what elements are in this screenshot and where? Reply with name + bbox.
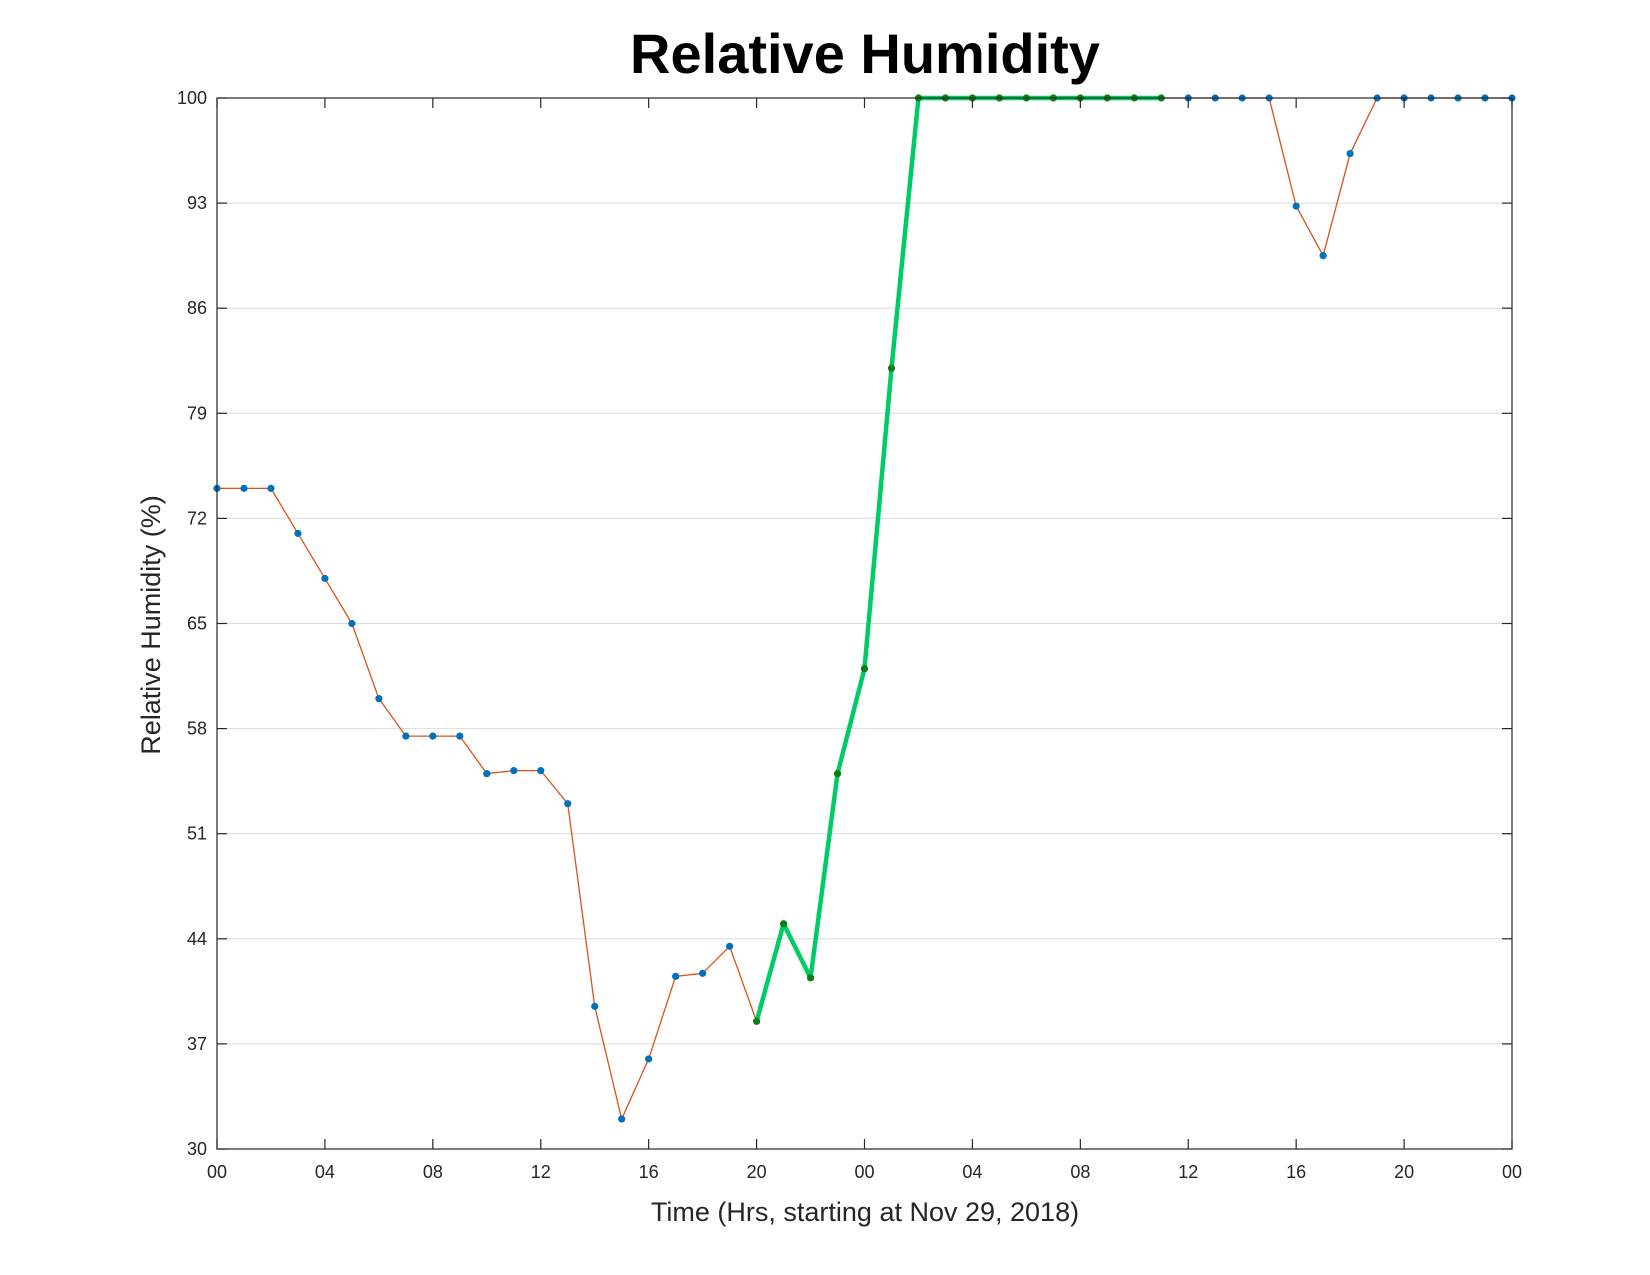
x-tick-labels: 00 04 08 12 16 20 00 04 08 12 16 20 00 [207,1162,1522,1182]
highlighted-data-point [860,664,869,673]
y-tick-label: 58 [187,719,207,739]
data-point [726,942,734,950]
data-point [1292,202,1300,210]
humidity-series-line [217,97,1512,1120]
x-tick-label: 00 [1502,1162,1522,1182]
y-tick-label: 79 [187,403,207,423]
x-tick-label: 16 [639,1162,659,1182]
y-tick-label: 30 [187,1139,207,1159]
highlight-layer [754,95,1162,1022]
x-tick-label: 00 [854,1162,874,1182]
series-layer [217,97,1512,1120]
grid-lines [217,97,1512,1045]
x-tick-label: 20 [1394,1162,1414,1182]
data-point [483,770,491,778]
x-tick-label: 20 [747,1162,767,1182]
data-point [537,767,545,775]
x-tick-label: 04 [315,1162,335,1182]
x-tick-label: 16 [1286,1162,1306,1182]
x-tick-label: 12 [531,1162,551,1182]
axis-ticks [216,97,1513,1150]
data-point [402,732,410,740]
data-point [240,484,248,492]
data-point [456,732,464,740]
data-point [321,574,329,583]
x-tick-label: 08 [423,1162,443,1182]
data-point [591,1002,599,1010]
x-axis-label: Time (Hrs, starting at Nov 29, 2018) [651,1197,1079,1227]
x-tick-label: 12 [1178,1162,1198,1182]
y-tick-label: 44 [187,929,207,949]
y-tick-label: 93 [187,193,207,213]
y-tick-label: 72 [187,508,207,528]
y-tick-labels: 30 37 44 51 58 65 72 79 86 93 100 [177,88,207,1159]
x-tick-label: 08 [1070,1162,1090,1182]
data-point [564,800,572,808]
y-tick-label: 100 [177,88,207,108]
data-point [618,1115,626,1123]
y-axis-label: Relative Humidity (%) [136,495,166,755]
data-point [1346,149,1354,158]
chart-title: Relative Humidity [630,22,1100,85]
data-markers [213,94,1516,1123]
highlighted-data-point [806,974,815,982]
data-point [348,619,356,628]
x-tick-label: 00 [207,1162,227,1182]
data-point [267,484,275,492]
data-point [699,969,707,977]
data-point [645,1055,653,1063]
highlighted-data-point [887,364,896,372]
data-point [1319,252,1327,260]
highlighted-series-segment [754,95,1162,1022]
y-tick-label: 86 [187,298,207,318]
y-tick-label: 65 [187,614,207,634]
x-tick-label: 04 [962,1162,982,1182]
highlighted-data-point [833,770,842,778]
highlighted-data-point [779,920,788,928]
data-point [429,732,437,740]
data-point [672,972,680,980]
data-point [375,694,383,703]
data-point [294,529,302,538]
y-tick-label: 51 [187,824,207,844]
data-point [510,767,518,775]
y-tick-label: 37 [187,1034,207,1054]
highlighted-data-point [752,1017,761,1025]
